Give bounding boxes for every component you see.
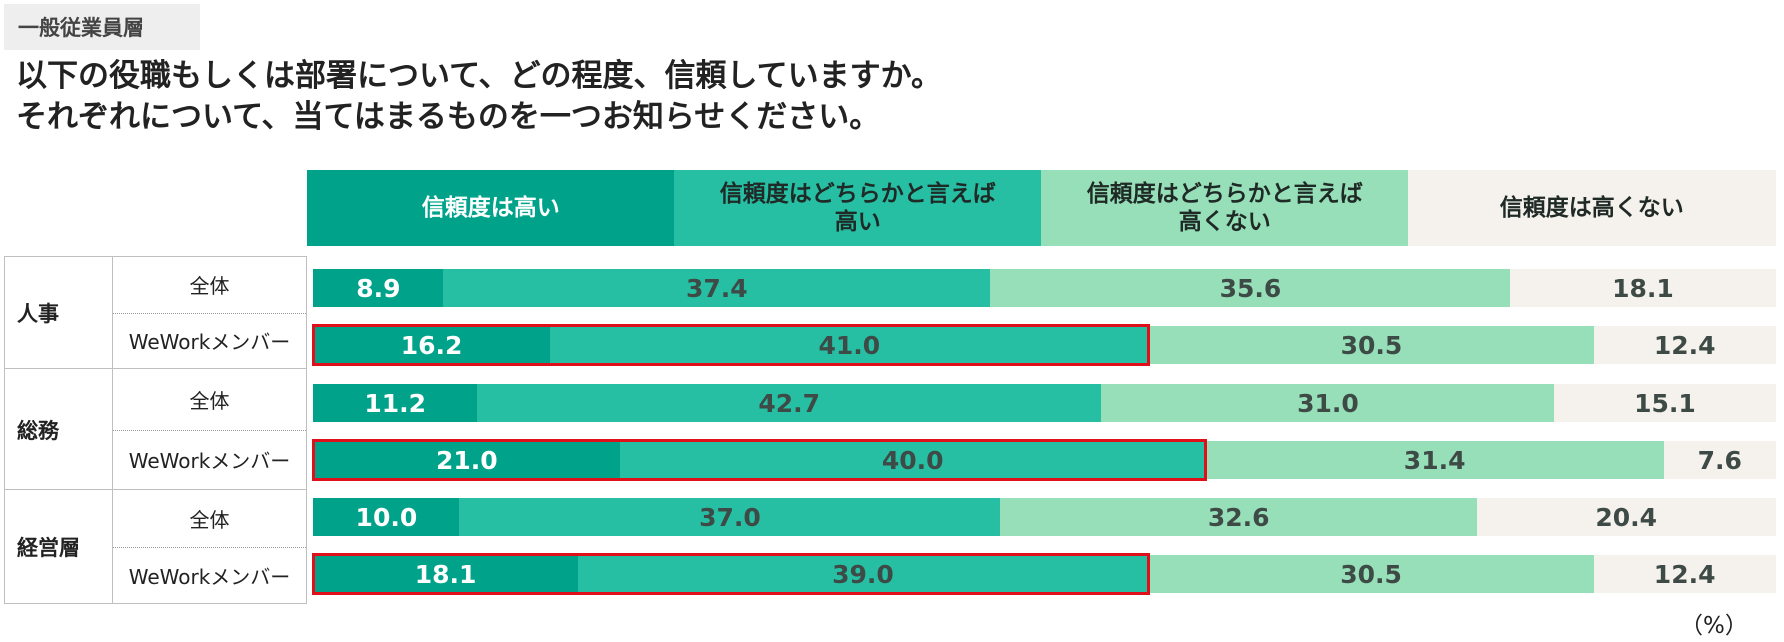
- data-label: 18.1: [414, 559, 477, 589]
- bar-segment-series-4: 12.4: [1593, 555, 1776, 593]
- bar-segment-series-2: 37.0: [459, 498, 1001, 536]
- data-label: 18.1: [1612, 273, 1674, 303]
- bar-segment-series-4: 7.6: [1663, 441, 1776, 479]
- bar-segment-series-3: 32.6: [1000, 498, 1478, 536]
- data-label: 30.5: [1340, 330, 1403, 360]
- bar-segment-series-2: 40.0: [620, 441, 1206, 479]
- question-line-2: それぞれについて、当てはまるものを一つお知らせください。: [16, 99, 881, 135]
- data-label: 30.5: [1340, 559, 1402, 589]
- row-label: WeWorkメンバー: [128, 449, 291, 474]
- highlight-box: [312, 324, 1151, 366]
- data-label: 12.4: [1653, 330, 1716, 360]
- data-label: 42.7: [758, 388, 820, 418]
- bar-segment-series-3: 31.0: [1101, 384, 1555, 422]
- highlight-box: [312, 553, 1150, 595]
- data-label: 40.0: [881, 445, 944, 475]
- highlight-box: [312, 439, 1207, 481]
- question-line-1: 以下の役職もしくは部署について、どの程度、信頼していますか。: [16, 58, 942, 94]
- row-group: 人事 全体 WeWorkメンバー: [5, 257, 306, 368]
- row-label: WeWorkメンバー: [128, 329, 291, 354]
- bar-segment-series-3: 30.5: [1148, 326, 1595, 364]
- data-label: 15.1: [1634, 388, 1696, 418]
- group-name: 総務: [5, 369, 113, 490]
- data-label: 12.4: [1653, 559, 1716, 589]
- bar-segment-series-4: 15.1: [1554, 384, 1776, 422]
- bar-segment-series-4: 12.4: [1593, 326, 1776, 364]
- row-group: 総務 全体 WeWorkメンバー: [5, 368, 306, 490]
- bar-segment-series-2: 37.4: [443, 269, 991, 307]
- legend-series-1: 信頼度は高い: [307, 170, 675, 246]
- data-label: 31.0: [1297, 388, 1359, 418]
- data-label: 21.0: [435, 445, 498, 475]
- bar-segment-series-3: 30.5: [1147, 555, 1595, 593]
- row-label: WeWorkメンバー: [128, 565, 291, 589]
- bar-segment-series-1: 21.0: [313, 441, 621, 479]
- data-label: 35.6: [1219, 273, 1282, 303]
- data-label: 37.0: [699, 502, 761, 532]
- data-label: 37.4: [685, 273, 748, 303]
- data-label: 31.4: [1403, 445, 1466, 475]
- bar-segment-series-4: 20.4: [1476, 498, 1776, 536]
- row-label: 全体: [113, 257, 306, 314]
- group-name: 経営層: [5, 490, 113, 604]
- row-label: 全体: [113, 369, 306, 431]
- legend-series-2: 信頼度はどちらかと言えば 高い: [674, 170, 1042, 246]
- data-label: 20.4: [1595, 502, 1658, 532]
- bar-segment-series-2: 39.0: [577, 555, 1149, 593]
- segment-tag: 一般従業員層: [4, 4, 200, 50]
- bar-segment-series-4: 18.1: [1510, 269, 1776, 307]
- question-text: 以下の役職もしくは部署について、どの程度、信頼していますか。 それぞれについて、…: [16, 56, 942, 138]
- data-label: 41.0: [818, 330, 881, 360]
- legend-series-3: 信頼度はどちらかと言えば 高くない: [1041, 170, 1409, 246]
- bar-segment-series-1: 10.0: [313, 498, 460, 536]
- bar-segment-series-2: 41.0: [549, 326, 1149, 364]
- data-label: 16.2: [400, 330, 463, 360]
- row-label: 全体: [113, 490, 306, 548]
- group-name: 人事: [5, 257, 113, 368]
- bar-segment-series-1: 18.1: [313, 555, 579, 593]
- bar-segment-series-2: 42.7: [476, 384, 1102, 422]
- data-label: 7.6: [1697, 445, 1742, 475]
- bar-segment-series-3: 35.6: [989, 269, 1511, 307]
- bar-segment-series-1: 16.2: [313, 326, 551, 364]
- bar-segment-series-1: 11.2: [313, 384, 478, 422]
- unit-label: （%）: [1680, 613, 1748, 639]
- data-label: 10.0: [355, 502, 418, 532]
- legend-series-4: 信頼度は高くない: [1408, 170, 1776, 246]
- data-label: 32.6: [1207, 502, 1270, 532]
- data-label: 39.0: [832, 559, 894, 589]
- bar-segment-series-1: 8.9: [313, 269, 444, 307]
- row-group: 経営層 全体 WeWorkメンバー: [5, 489, 306, 604]
- data-label: 8.9: [356, 273, 401, 303]
- data-label: 11.2: [364, 388, 427, 418]
- row-label-table: 人事 全体 WeWorkメンバー 総務 全体 WeWorkメンバー 経営層 全体 WeWorkメ…: [4, 256, 307, 604]
- bar-segment-series-3: 31.4: [1204, 441, 1665, 479]
